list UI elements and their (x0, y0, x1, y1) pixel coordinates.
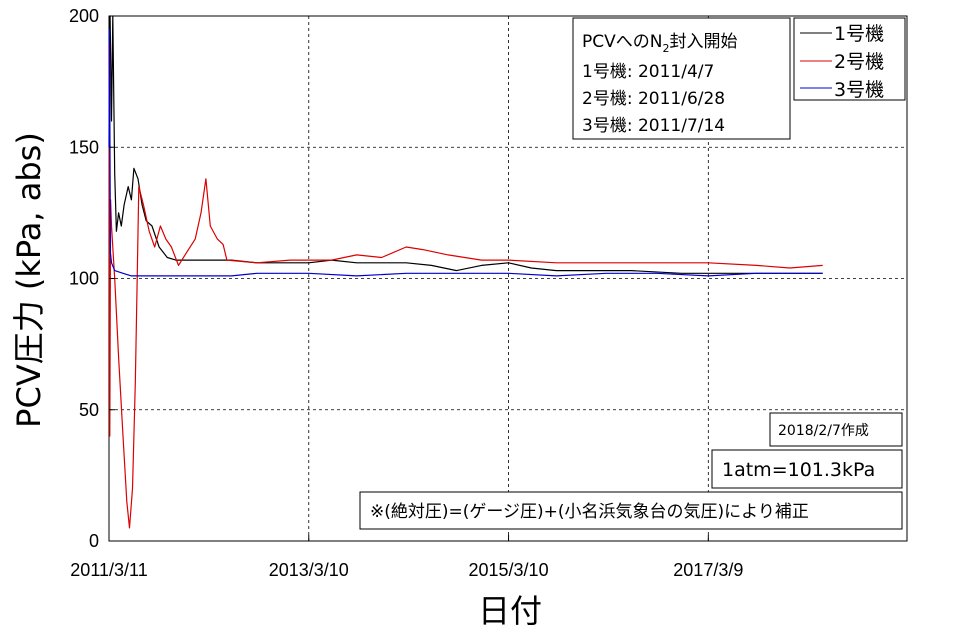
y-tick-label: 200 (69, 6, 99, 26)
legend-label-1: 1号機 (834, 23, 884, 45)
x-tick-label: 2017/3/9 (673, 560, 743, 580)
series-line-1 (108, 15, 823, 274)
n2-injection-box: PCVへのN2封入開始 1号機: 2011/4/7 2号機: 2011/6/28… (572, 17, 791, 140)
series-line-3 (108, 28, 823, 277)
n2-box-line-3: 3号機: 2011/7/14 (582, 116, 725, 136)
n2-box-title: PCVへのN2封入開始 (582, 32, 737, 55)
atm-text: 1atm=101.3kPa (722, 459, 875, 481)
y-tick-label: 100 (69, 269, 99, 289)
legend-label-3: 3号機 (834, 79, 884, 101)
n2-box-title-sub: 2 (662, 42, 669, 55)
y-ticks: 0 50 100 150 200 (69, 6, 115, 551)
y-tick-label: 50 (79, 400, 99, 420)
x-tick-label: 2013/3/10 (269, 560, 349, 580)
atm-note: 1atm=101.3kPa (711, 449, 903, 489)
correction-text: ※(絶対圧)=(ゲージ圧)+(小名浜気象台の気圧)により補正 (370, 502, 809, 522)
legend-label-2: 2号機 (834, 51, 884, 73)
grid-lines (109, 16, 907, 541)
created-date-text: 2018/2/7作成 (778, 423, 869, 439)
x-ticks: 2011/3/11 2013/3/10 2015/3/10 2017/3/9 (70, 535, 743, 580)
y-axis-title: PCV圧力 (kPa, abs) (10, 132, 48, 428)
legend: 1号機 2号機 3号機 (793, 17, 906, 101)
n2-box-line-1: 1号機: 2011/4/7 (582, 62, 714, 82)
n2-box-line-2: 2号機: 2011/6/28 (582, 89, 725, 109)
correction-note: ※(絶対圧)=(ゲージ圧)+(小名浜気象台の気圧)により補正 (359, 491, 903, 530)
y-tick-label: 0 (89, 531, 99, 551)
y-tick-label: 150 (69, 137, 99, 157)
n2-box-title-suffix: 封入開始 (669, 32, 737, 52)
n2-box-title-prefix: PCVへのN (582, 32, 662, 52)
x-tick-label: 2015/3/10 (469, 560, 549, 580)
series-layer (108, 15, 823, 529)
x-axis-title: 日付 (478, 592, 542, 630)
x-tick-label: 2011/3/11 (70, 560, 147, 580)
series-line-2 (108, 42, 823, 529)
created-date-note: 2018/2/7作成 (769, 412, 903, 447)
